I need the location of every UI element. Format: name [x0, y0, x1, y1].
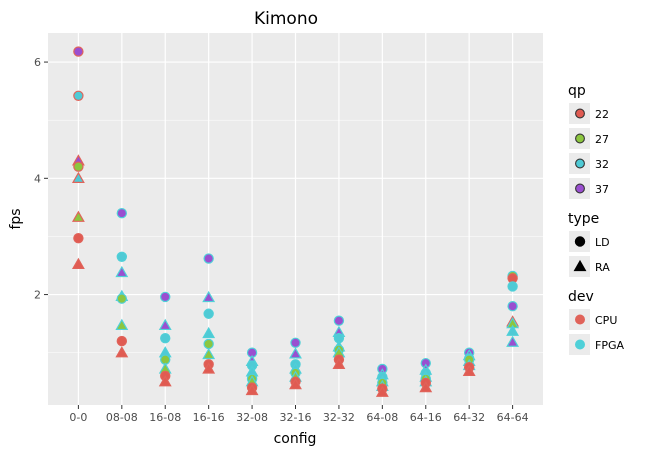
data-point: [73, 90, 84, 101]
data-point: [462, 364, 476, 376]
data-point: [507, 300, 518, 312]
legend-qp-swatch: [575, 108, 585, 119]
x-tick-label: 0-0: [69, 411, 87, 424]
legend-label: CPU: [595, 314, 617, 327]
data-point: [203, 308, 214, 319]
legend-dev-swatch: [575, 339, 585, 350]
legend-label: 32: [595, 158, 609, 171]
x-tick-label: 08-08: [106, 411, 138, 424]
x-tick-label: 64-16: [410, 411, 442, 424]
legend-title: type: [568, 211, 599, 227]
legend-label: 37: [595, 183, 609, 196]
data-point: [507, 281, 518, 292]
data-point: [73, 232, 84, 244]
data-point: [160, 332, 171, 344]
x-axis-ticks: 0-0 08-08 16-08 16-16 32-08 32-16 32-32 64-08 64…: [69, 405, 529, 424]
y-tick-label: 2: [34, 289, 41, 302]
data-point: [116, 251, 128, 262]
y-axis-label: fps: [8, 208, 24, 229]
data-point: [506, 335, 520, 347]
legend-qp-swatch: [575, 183, 585, 194]
legend-dev-swatch: [575, 314, 585, 325]
data-point: [203, 338, 214, 350]
legend-qp-swatch: [575, 133, 585, 144]
x-tick-label: 16-16: [193, 411, 225, 424]
x-tick-label: 64-08: [366, 411, 398, 424]
data-point: [71, 171, 85, 183]
legend-qp-swatch: [575, 158, 585, 169]
data-point: [375, 385, 389, 397]
data-point: [73, 46, 84, 57]
data-point: [202, 347, 216, 360]
data-point: [115, 346, 129, 358]
legend-label: 22: [595, 108, 609, 121]
x-tick-label: 32-32: [323, 411, 355, 424]
data-point: [245, 383, 259, 396]
x-tick-label: 64-64: [497, 411, 529, 424]
data-point: [115, 318, 129, 331]
y-tick-label: 6: [34, 56, 41, 69]
data-point: [71, 257, 85, 269]
legend-type-swatch: [573, 259, 587, 272]
legend-type-swatch: [574, 236, 586, 247]
data-point: [289, 347, 302, 359]
x-tick-label: 16-08: [149, 411, 181, 424]
data-point: [202, 290, 216, 303]
legend-label: LD: [595, 236, 610, 249]
data-point: [202, 362, 216, 374]
data-point: [506, 324, 520, 336]
data-points: [71, 46, 520, 397]
data-point: [332, 357, 346, 369]
data-point: [116, 207, 128, 219]
data-point: [333, 315, 345, 326]
legend-title: dev: [568, 289, 594, 305]
x-axis-label: config: [274, 431, 317, 447]
data-point: [289, 378, 302, 390]
data-point: [158, 318, 172, 331]
data-point: [73, 161, 84, 172]
data-point: [116, 293, 128, 304]
legend-label: FPGA: [595, 339, 624, 352]
data-point: [419, 380, 433, 393]
data-point: [160, 291, 171, 303]
data-point: [203, 253, 214, 264]
x-tick-label: 32-08: [236, 411, 268, 424]
data-point: [158, 375, 172, 387]
legend-label: 27: [595, 133, 609, 146]
data-point: [290, 337, 301, 349]
y-tick-label: 4: [34, 172, 41, 185]
data-point: [71, 210, 85, 222]
x-tick-label: 32-16: [280, 411, 312, 424]
data-point: [116, 335, 128, 347]
data-point: [115, 265, 129, 278]
legend-label: RA: [595, 261, 610, 274]
legend-title: qp: [568, 83, 586, 99]
chart-title: Kimono: [254, 9, 318, 29]
data-point: [202, 326, 216, 339]
x-tick-label: 64-32: [453, 411, 485, 424]
y-axis-ticks: 2 4 6: [34, 56, 48, 302]
